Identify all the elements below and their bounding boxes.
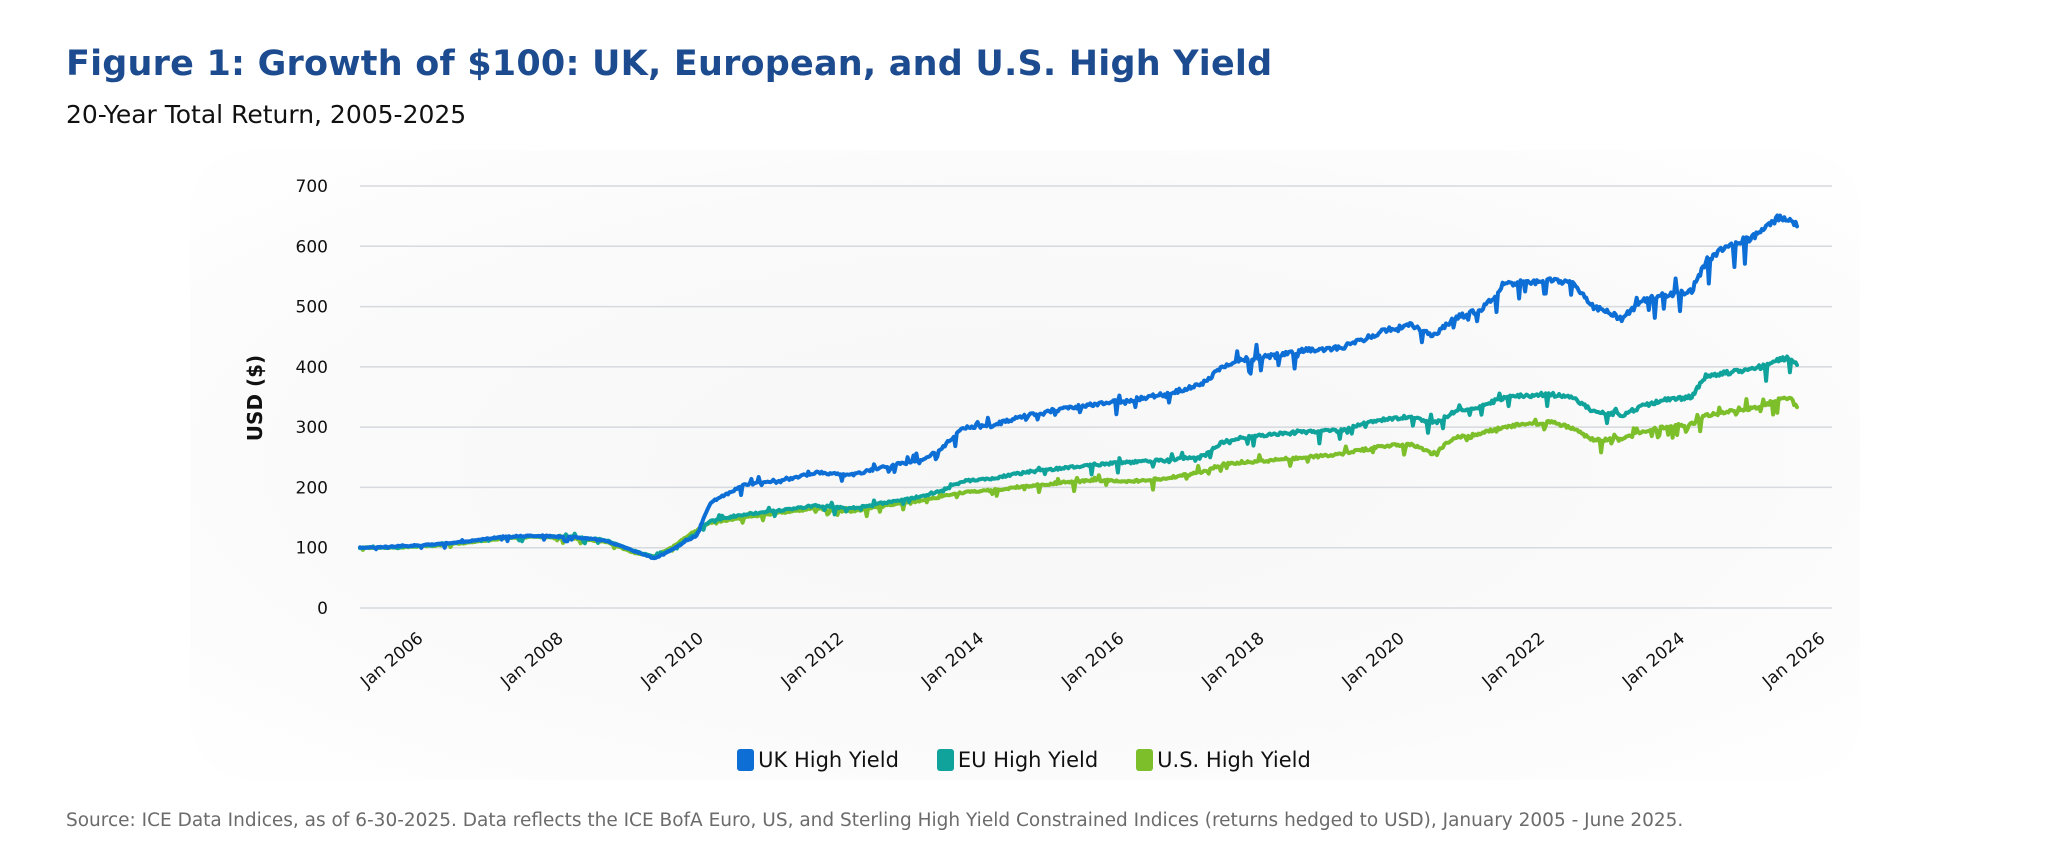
y-tick-label: 300 <box>296 418 328 438</box>
x-tick-label: Jan 2006 <box>356 629 427 693</box>
y-tick-label: 0 <box>317 599 328 619</box>
x-tick-label: Jan 2026 <box>1758 629 1829 693</box>
legend-swatch-us <box>1136 749 1154 771</box>
y-tick-label: 500 <box>296 298 328 318</box>
series-line-eu-high-yield <box>358 354 1799 559</box>
legend-item-uk[interactable]: UK High Yield <box>737 748 899 772</box>
x-tick-label: Jan 2024 <box>1618 629 1689 693</box>
legend-swatch-uk <box>737 749 755 771</box>
x-tick-label: Jan 2020 <box>1338 629 1409 693</box>
series-lines <box>358 213 1799 561</box>
legend-item-us[interactable]: U.S. High Yield <box>1136 748 1311 772</box>
legend-label-us: U.S. High Yield <box>1157 748 1311 772</box>
y-tick-label: 400 <box>296 358 328 378</box>
y-axis-ticks: 0 100 200 300 400 500 600 700 <box>296 177 328 619</box>
gridlines <box>360 185 1832 609</box>
legend-label-eu: EU High Yield <box>957 748 1099 772</box>
y-tick-label: 100 <box>296 539 328 559</box>
chart-title: Figure 1: Growth of $100: UK, European, … <box>66 44 1273 84</box>
x-axis-ticks: Jan 2006 Jan 2008 Jan 2010 Jan 2012 Jan 2014… <box>356 629 1829 693</box>
x-tick-label: Jan 2014 <box>917 629 988 693</box>
x-tick-label: Jan 2008 <box>497 629 568 693</box>
series-line-uk-high-yield <box>358 213 1799 561</box>
x-tick-label: Jan 2022 <box>1478 629 1549 693</box>
legend: UK High Yield EU High Yield U.S. High Yi… <box>0 748 2048 772</box>
y-tick-label: 200 <box>296 478 328 498</box>
x-tick-label: Jan 2012 <box>777 629 848 693</box>
y-axis-label: USD ($) <box>243 355 267 441</box>
legend-swatch-eu <box>936 749 954 771</box>
x-tick-label: Jan 2018 <box>1197 629 1268 693</box>
legend-item-eu[interactable]: EU High Yield <box>936 748 1099 772</box>
chart-background <box>190 150 1860 780</box>
y-tick-label: 600 <box>296 237 328 257</box>
y-tick-label: 700 <box>296 177 328 197</box>
source-note: Source: ICE Data Indices, as of 6-30-202… <box>66 810 1684 831</box>
legend-label-uk: UK High Yield <box>758 748 899 772</box>
x-tick-label: Jan 2010 <box>637 629 708 693</box>
x-tick-label: Jan 2016 <box>1057 629 1128 693</box>
chart-subtitle: 20-Year Total Return, 2005-2025 <box>66 100 467 129</box>
